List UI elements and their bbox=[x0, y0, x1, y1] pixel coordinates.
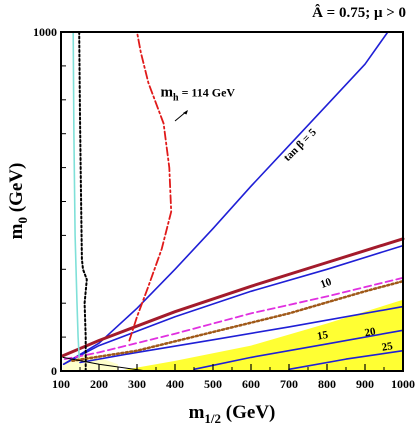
x-tick-label: 900 bbox=[356, 377, 374, 391]
series-line-9 bbox=[78, 31, 88, 372]
series-line-20 bbox=[193, 329, 404, 371]
x-tick-label: 600 bbox=[242, 377, 260, 391]
x-tick-label: 100 bbox=[52, 377, 70, 391]
series-line-10 bbox=[62, 244, 404, 366]
x-tick-label: 400 bbox=[166, 377, 184, 391]
x-tick-label: 700 bbox=[280, 377, 298, 391]
series-line-25 bbox=[288, 349, 404, 371]
series-line-mh-114-gev bbox=[128, 31, 173, 342]
annotation-25: 25 bbox=[381, 340, 394, 354]
y-tick-label: 0 bbox=[51, 364, 57, 378]
annotations: tan β = 5 10 15 20 25 mh = 114 GeV bbox=[161, 84, 395, 353]
series-line-5 bbox=[61, 237, 405, 358]
annotation-20: 20 bbox=[364, 325, 377, 339]
contour-lines bbox=[61, 31, 405, 372]
annotation-tan-5: tan β = 5 bbox=[281, 126, 319, 164]
annotation-10: 10 bbox=[319, 276, 334, 291]
x-tick-label: 1000 bbox=[391, 377, 415, 391]
annotation-m: mh = 114 GeV bbox=[161, 84, 236, 103]
x-tick-label: 500 bbox=[204, 377, 222, 391]
series-line-6 bbox=[63, 276, 404, 361]
x-axis-label: m1/2 (GeV) bbox=[189, 402, 276, 426]
series-line-7 bbox=[71, 279, 405, 363]
series-line-10 bbox=[72, 31, 80, 359]
y-axis-label: m0 (GeV) bbox=[6, 163, 30, 240]
x-tick-label: 300 bbox=[128, 377, 146, 391]
x-tick-label: 200 bbox=[90, 377, 108, 391]
arrow-head-icon bbox=[183, 110, 188, 115]
x-tick-label: 800 bbox=[318, 377, 336, 391]
series-line-15 bbox=[79, 305, 404, 364]
axis-ticks: 100 200 300 400 500 600 700 800 900 1000 0 1000 bbox=[33, 25, 415, 391]
region-0 bbox=[118, 299, 403, 371]
y-tick-label: 1000 bbox=[33, 25, 57, 39]
series-line-tan-5 bbox=[62, 31, 389, 366]
chart-title: Â = 0.75; μ > 0 bbox=[312, 4, 406, 21]
annotation-15: 15 bbox=[316, 329, 329, 343]
